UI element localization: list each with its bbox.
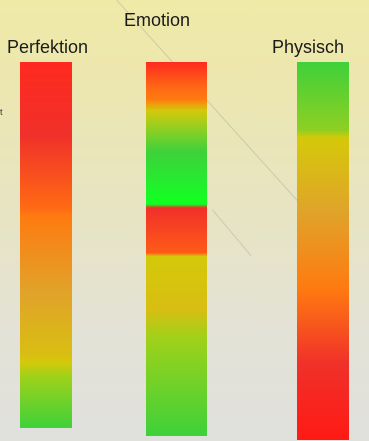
label-physisch: Physisch xyxy=(272,37,345,57)
perfektion-bar xyxy=(20,62,72,428)
label-perfektion: Perfektion xyxy=(7,37,89,57)
physisch-bar xyxy=(297,62,349,440)
background-stroke xyxy=(212,209,252,256)
clipped-text-fragment: t xyxy=(0,107,3,117)
emotion-bar xyxy=(146,62,207,436)
label-emotion: Emotion xyxy=(124,10,191,30)
